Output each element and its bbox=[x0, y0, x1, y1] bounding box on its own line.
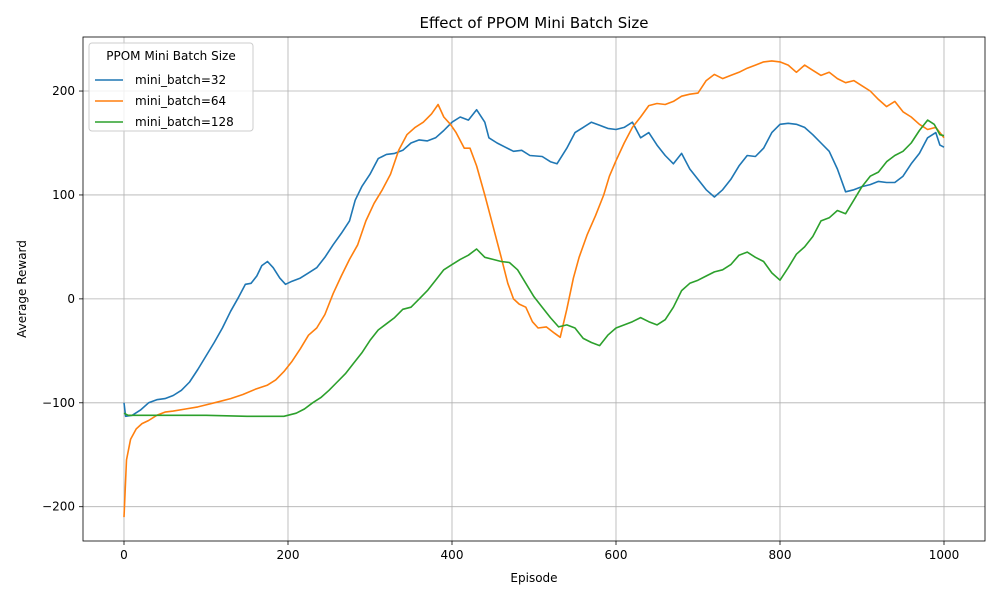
legend: PPOM Mini Batch Size mini_batch=32 mini_ba… bbox=[88, 42, 254, 132]
x-tick-label: 600 bbox=[605, 548, 628, 562]
legend-entry: mini_batch=64 bbox=[135, 94, 226, 108]
series-line-2 bbox=[123, 60, 945, 518]
y-axis-label: Average Reward bbox=[15, 240, 29, 338]
chart-title: Effect of PPOM Mini Batch Size bbox=[420, 14, 649, 32]
series-lines bbox=[123, 60, 945, 518]
y-tick-label: 200 bbox=[52, 84, 75, 98]
x-tick-label: 400 bbox=[441, 548, 464, 562]
x-tick-label: 0 bbox=[120, 548, 128, 562]
y-tick-label: 100 bbox=[52, 188, 75, 202]
ticks: 0 200 400 600 800 1000 −200 −100 0 100 200 bbox=[42, 84, 959, 562]
x-tick-label: 800 bbox=[769, 548, 792, 562]
series-line-1 bbox=[123, 108, 945, 418]
series-line-3 bbox=[123, 119, 945, 418]
legend-entry: mini_batch=128 bbox=[135, 115, 234, 129]
legend-title: PPOM Mini Batch Size bbox=[106, 49, 235, 63]
legend-entry: mini_batch=32 bbox=[135, 73, 226, 87]
y-tick-label: −200 bbox=[42, 500, 75, 514]
x-tick-label: 1000 bbox=[929, 548, 960, 562]
grid bbox=[83, 37, 985, 541]
x-axis-label: Episode bbox=[510, 571, 557, 585]
legend-box bbox=[88, 42, 254, 132]
plot-frame bbox=[82, 36, 986, 542]
x-tick-label: 200 bbox=[277, 548, 300, 562]
y-tick-label: −100 bbox=[42, 396, 75, 410]
y-tick-label: 0 bbox=[67, 292, 75, 306]
